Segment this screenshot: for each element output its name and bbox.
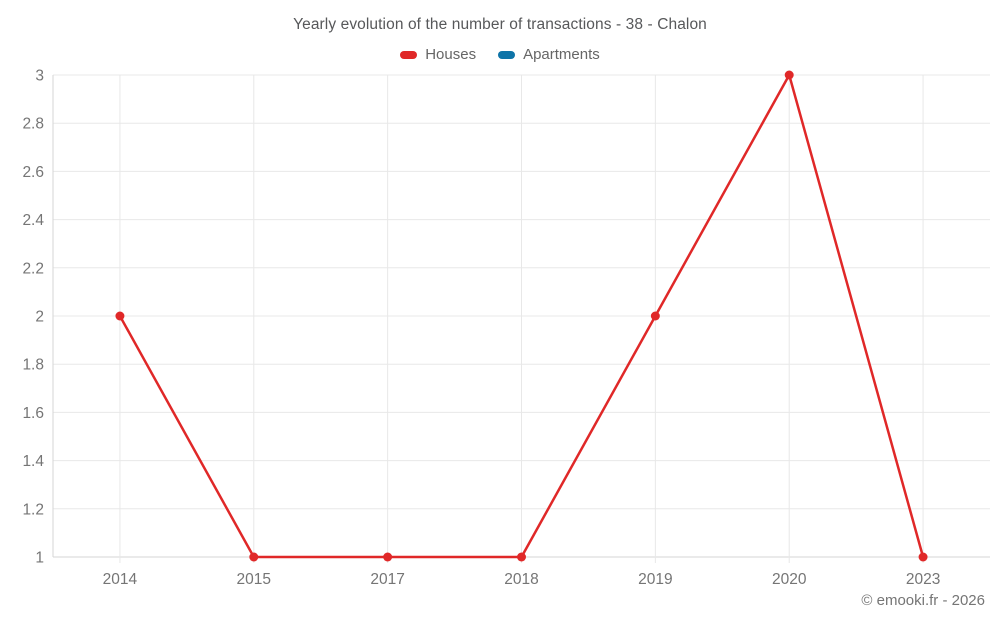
y-tick-label: 1.6 [22, 405, 44, 422]
data-point-houses-2015[interactable] [249, 552, 259, 562]
legend-label: Apartments [523, 46, 600, 63]
data-point-houses-2019[interactable] [650, 311, 660, 321]
y-tick-label: 2.4 [22, 212, 44, 229]
data-point-houses-2018[interactable] [517, 552, 526, 562]
x-tick-label: 2017 [370, 571, 404, 588]
x-tick-label: 2023 [906, 571, 940, 588]
legend-item-houses[interactable]: Houses [400, 46, 476, 63]
legend-item-apartments[interactable]: Apartments [498, 46, 600, 63]
chart-title: Yearly evolution of the number of transa… [293, 16, 707, 33]
y-tick-label: 2.2 [22, 260, 44, 277]
x-tick-label: 2014 [103, 571, 138, 588]
data-point-houses-2014[interactable] [115, 311, 125, 321]
y-tick-label: 1 [35, 550, 44, 567]
data-point-houses-2020[interactable] [784, 70, 794, 80]
x-tick-label: 2015 [237, 571, 271, 588]
y-tick-label: 1.4 [22, 453, 44, 470]
legend-swatch-apartments [498, 50, 516, 59]
chart-legend: Houses Apartments [0, 46, 1000, 63]
legend-swatch-houses [400, 50, 418, 59]
data-point-houses-2017[interactable] [383, 552, 393, 562]
copyright-text: © emooki.fr - 2026 [861, 592, 985, 609]
x-tick-label: 2018 [504, 571, 538, 588]
y-tick-label: 2.8 [22, 116, 44, 133]
y-tick-label: 2 [35, 309, 44, 326]
x-tick-label: 2020 [772, 571, 807, 588]
y-tick-label: 1.2 [22, 501, 44, 518]
y-tick-label: 3 [35, 68, 44, 85]
y-tick-label: 2.6 [22, 164, 44, 181]
legend-label: Houses [425, 46, 477, 63]
data-point-houses-2023[interactable] [918, 552, 928, 562]
x-tick-label: 2019 [638, 571, 672, 588]
y-tick-label: 1.8 [22, 357, 44, 374]
